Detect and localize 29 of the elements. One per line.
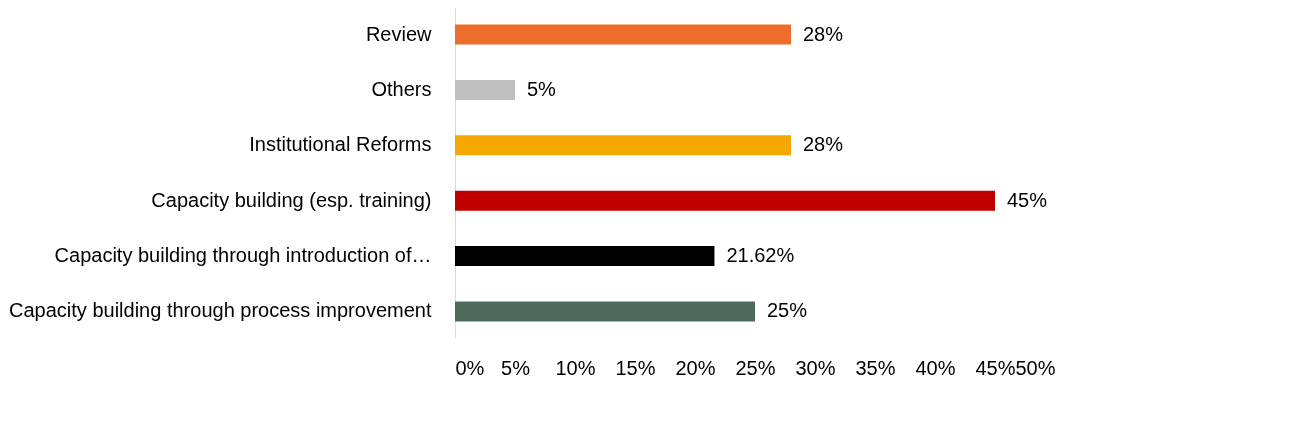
x-tick-label: 20% — [675, 356, 716, 379]
x-tick-label: 30% — [795, 356, 836, 379]
data-label: 25% — [767, 299, 808, 322]
x-tick-label: 15% — [615, 356, 656, 379]
data-label: 28% — [803, 22, 844, 45]
y-tick-label: Capacity building (esp. training) — [151, 188, 432, 211]
bar — [455, 79, 515, 100]
x-tick-label: 10% — [555, 356, 596, 379]
x-tick-label: 50% — [1015, 356, 1056, 379]
x-tick-label: 40% — [915, 356, 956, 379]
y-tick-label: Capacity building through process improvement — [9, 299, 432, 322]
y-tick-label: Review — [365, 22, 433, 45]
x-tick-label: 0% — [455, 356, 485, 379]
data-label: 21.62% — [726, 244, 795, 267]
data-label: 28% — [803, 133, 844, 156]
x-tick-label: 35% — [855, 356, 896, 379]
y-tick-label: Capacity building through introduction of… — [54, 244, 432, 267]
bar — [455, 24, 791, 45]
y-tick-label: Institutional Reforms — [249, 133, 432, 156]
data-label: 45% — [1007, 188, 1048, 211]
bar — [455, 301, 755, 322]
bar — [455, 135, 791, 156]
bar — [455, 246, 715, 267]
x-tick-label: 25% — [735, 356, 776, 379]
bar — [455, 190, 995, 211]
y-tick-label: Others — [371, 77, 432, 100]
data-label: 5% — [527, 77, 557, 100]
x-tick-label: 45% — [975, 356, 1016, 379]
x-tick-label: 5% — [501, 356, 531, 379]
